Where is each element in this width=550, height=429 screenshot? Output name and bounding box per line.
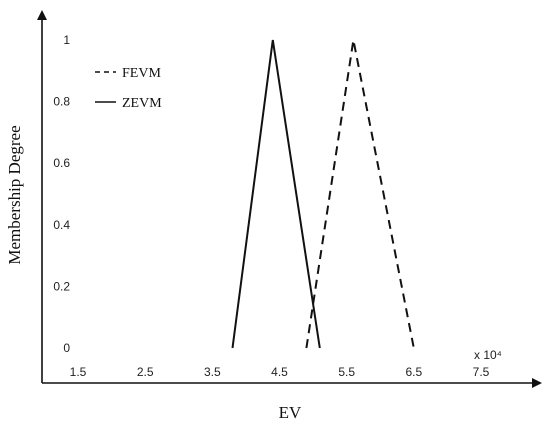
y-tick-label: 0.2 [53,279,70,293]
y-axis-title: Membership Degree [5,125,24,264]
x-tick-label: 2.5 [137,365,154,379]
y-tick-label: 0 [63,341,70,355]
series-line-zevm [231,39,321,349]
series-lines [231,39,415,349]
legend-label-zevm: ZEVM [122,96,162,111]
axes [37,10,542,388]
x-axis-title: EV [279,403,302,422]
y-tick-label: 0.4 [53,218,70,232]
x-tick-label: 6.5 [405,365,422,379]
legend-label-fevm: FEVM [122,66,161,81]
y-tick-label: 0.6 [53,156,70,170]
x-tick-label: 7.5 [473,365,490,379]
x-tick-labels: 1.5 2.5 3.5 4.5 5.5 6.5 7.5 [70,365,490,379]
y-axis-arrow [37,10,47,20]
y-tick-labels: 0 0.2 0.4 0.6 0.8 1 [53,33,70,355]
x-tick-label: 3.5 [204,365,221,379]
y-tick-label: 1 [63,33,70,47]
x-axis-multiplier: x 10⁴ [474,348,502,362]
x-tick-label: 4.5 [271,365,288,379]
series-line-fevm [305,39,415,349]
y-tick-label: 0.8 [53,95,70,109]
x-axis-arrow [532,378,542,388]
x-tick-label: 1.5 [70,365,87,379]
legend: FEVM ZEVM [95,66,162,111]
x-tick-label: 5.5 [338,365,355,379]
